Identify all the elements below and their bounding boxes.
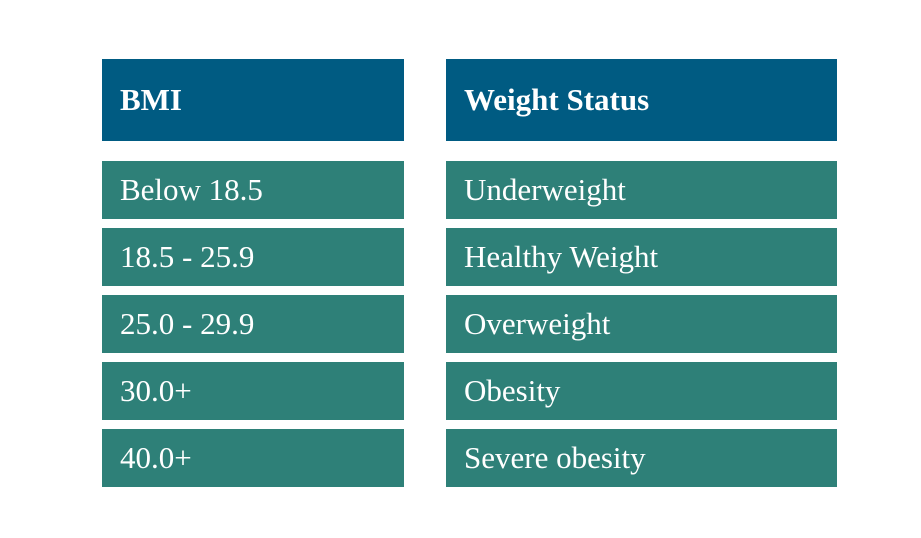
table-cell: Overweight — [446, 295, 837, 353]
table-cell: Severe obesity — [446, 429, 837, 487]
table-cell: 30.0+ — [102, 362, 404, 420]
header-cell: Weight Status — [446, 59, 837, 141]
table-cell: Below 18.5 — [102, 161, 404, 219]
table-cell: 25.0 - 29.9 — [102, 295, 404, 353]
header-cell: BMI — [102, 59, 404, 141]
table-cell: 40.0+ — [102, 429, 404, 487]
table-cell: Underweight — [446, 161, 837, 219]
table-cell: Healthy Weight — [446, 228, 837, 286]
table-cell: Obesity — [446, 362, 837, 420]
table-cell: 18.5 - 25.9 — [102, 228, 404, 286]
